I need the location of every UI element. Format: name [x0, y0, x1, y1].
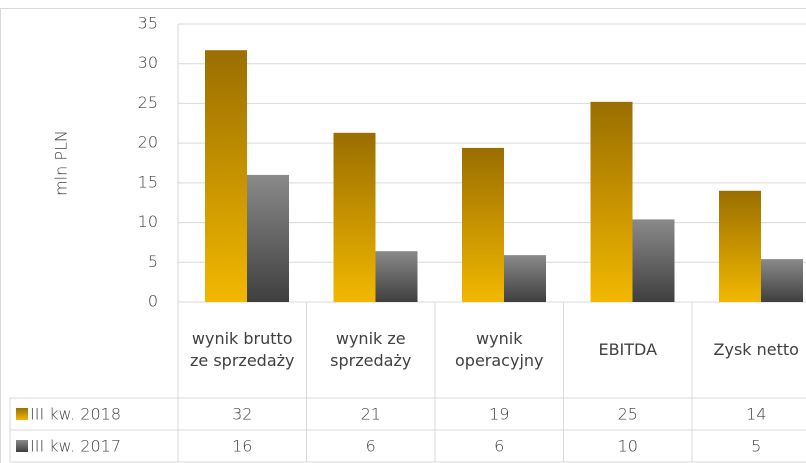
bar — [333, 132, 376, 302]
bar — [247, 174, 289, 302]
table-value: 14 — [746, 405, 766, 424]
table-value: 16 — [232, 437, 252, 456]
table-value: 19 — [489, 405, 509, 424]
category-label: wynik brutto ze sprzedaży — [190, 329, 295, 370]
category-label: wynik operacyjny — [455, 329, 544, 370]
legend-swatch — [16, 440, 28, 452]
y-tick-label: 0 — [148, 292, 158, 311]
y-axis-label: mln PLN — [52, 130, 71, 196]
table-value: 5 — [751, 437, 761, 456]
legend-label: III kw. 2017 — [30, 437, 121, 456]
category-label: EBITDA — [598, 340, 658, 359]
bar — [590, 101, 633, 302]
bar — [761, 259, 803, 302]
y-tick-label: 15 — [138, 172, 158, 191]
bar — [205, 50, 247, 303]
bar — [719, 190, 761, 302]
table-value: 6 — [494, 437, 504, 456]
frame — [0, 8, 806, 463]
category-label: Zysk netto — [713, 340, 799, 359]
table-value: 21 — [361, 405, 381, 424]
table-value: 32 — [232, 405, 252, 424]
y-tick-label: 10 — [138, 212, 158, 231]
category-label: wynik ze sprzedaży — [330, 329, 412, 370]
bar — [504, 255, 546, 302]
table-value: 25 — [618, 405, 638, 424]
table-value: 10 — [618, 437, 638, 456]
y-tick-label: 25 — [138, 93, 158, 112]
bar — [375, 251, 418, 302]
bar — [632, 219, 675, 302]
legend-swatch — [16, 408, 28, 420]
legend-label: III kw. 2018 — [30, 405, 121, 424]
y-tick-label: 20 — [138, 133, 158, 152]
y-tick-label: 35 — [138, 14, 158, 33]
y-tick-label: 30 — [138, 53, 158, 72]
y-tick-label: 5 — [148, 252, 158, 271]
bar — [462, 147, 504, 302]
table-value: 6 — [366, 437, 376, 456]
